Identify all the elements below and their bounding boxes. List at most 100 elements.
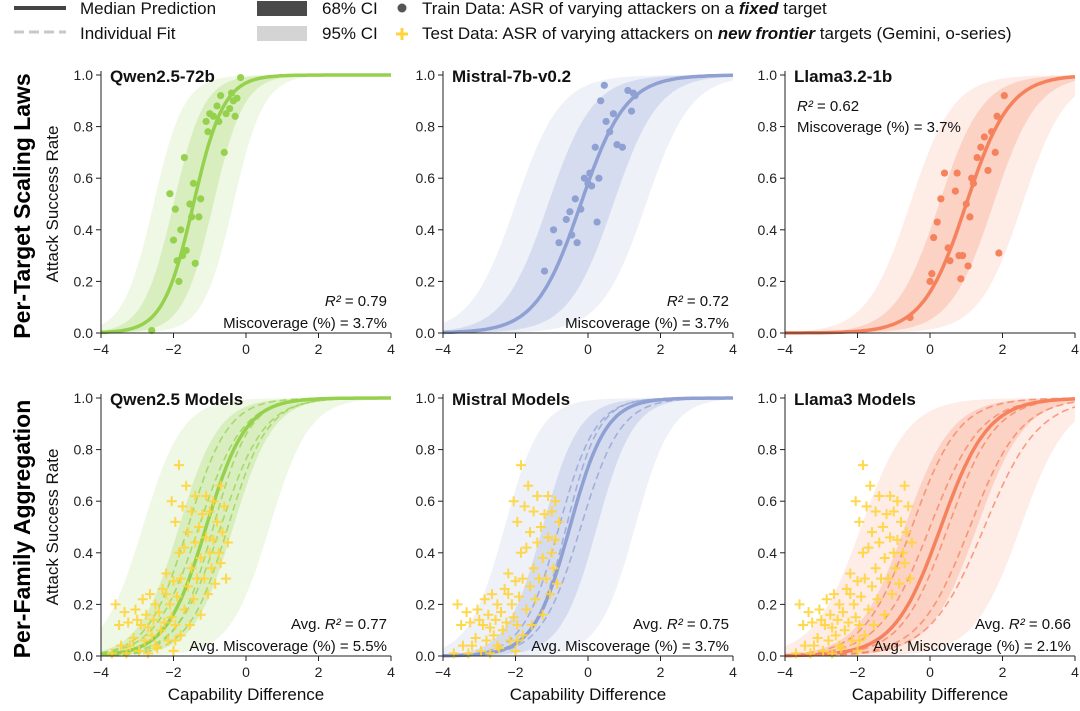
y-tick-label: 0.6 <box>74 170 94 186</box>
x-tick-label: −2 <box>166 664 182 680</box>
test-point <box>859 573 870 584</box>
test-point <box>177 501 188 512</box>
r2-prefix: Avg. <box>633 616 667 633</box>
ci68-band <box>443 75 733 333</box>
test-point <box>135 620 146 631</box>
test-point <box>134 645 145 656</box>
train-point <box>197 195 205 203</box>
test-point <box>885 491 896 502</box>
test-point <box>170 516 181 527</box>
test-point <box>181 480 192 491</box>
test-point <box>125 640 135 651</box>
train-point <box>188 213 196 221</box>
median-prediction-line <box>100 73 391 335</box>
test-point <box>819 620 830 631</box>
test-point <box>221 573 232 584</box>
test-point <box>852 576 863 587</box>
test-point <box>850 496 861 507</box>
test-point <box>166 612 177 623</box>
test-point <box>874 491 885 502</box>
y-tick-label: 0.4 <box>416 545 436 561</box>
y-tick-label: 1.0 <box>74 67 94 83</box>
y-axis-label: Attack Success Rate <box>43 449 62 606</box>
y-tick-label: 0.4 <box>758 222 778 238</box>
median-prediction-line <box>100 396 391 657</box>
x-tick-label: 4 <box>387 341 395 357</box>
test-point <box>899 480 910 491</box>
train-point <box>571 195 579 203</box>
train-point <box>973 153 981 162</box>
x-tick-label: −2 <box>508 341 524 357</box>
test-point <box>541 573 552 584</box>
train-point <box>204 128 212 136</box>
panel-title: Mistral-7b-v0.2 <box>452 67 571 86</box>
test-point <box>202 589 213 600</box>
test-point <box>546 506 557 517</box>
test-point <box>490 614 501 625</box>
train-point <box>568 231 576 239</box>
ci95-band <box>443 75 733 333</box>
test-point <box>161 568 172 579</box>
median-prediction-line <box>785 74 1076 335</box>
test-point <box>879 552 890 563</box>
legend-ci95-label: 95% CI <box>322 24 378 43</box>
ci68-band <box>101 75 391 333</box>
x-tick-label: 0 <box>584 341 592 357</box>
train-point <box>595 174 603 182</box>
test-point <box>877 522 888 532</box>
test-point <box>839 625 850 636</box>
r2-value: = 0.79 <box>341 293 387 310</box>
test-point <box>854 620 865 631</box>
test-point <box>537 552 548 563</box>
train-point <box>182 246 190 255</box>
legend-test-suffix: targets (Gemini, o-series) <box>815 24 1012 43</box>
test-point <box>201 491 212 502</box>
test-point <box>123 617 134 628</box>
r2-value: = 0.77 <box>341 616 387 633</box>
train-point <box>588 182 596 190</box>
train-point <box>933 218 941 226</box>
test-point <box>499 583 510 594</box>
row-label-per-target: Per-Target Scaling Laws <box>9 73 35 338</box>
test-point <box>486 589 497 600</box>
test-point <box>896 516 906 527</box>
train-point <box>189 179 198 187</box>
y-tick-label: 0.0 <box>416 648 436 664</box>
test-point <box>532 491 543 502</box>
test-point <box>184 620 195 631</box>
test-point <box>519 501 530 512</box>
test-point <box>832 614 843 625</box>
test-point <box>496 607 506 618</box>
test-point <box>834 599 845 610</box>
train-point <box>213 102 221 110</box>
test-point <box>532 537 543 548</box>
test-point <box>828 589 839 600</box>
test-point <box>463 648 474 659</box>
test-point <box>173 547 184 558</box>
test-point <box>157 583 168 594</box>
test-point <box>854 516 865 527</box>
panel-title: Qwen2.5 Models <box>110 390 243 409</box>
train-point <box>202 117 210 126</box>
y-tick-label: 0.8 <box>758 442 778 458</box>
test-point <box>155 625 166 636</box>
test-point <box>852 645 863 656</box>
test-point <box>812 632 823 643</box>
test-point <box>461 607 472 618</box>
x-tick-label: −4 <box>93 664 109 680</box>
test-point <box>479 594 490 605</box>
test-point <box>164 599 175 610</box>
panel-title: Qwen2.5-72b <box>110 67 215 86</box>
train-point <box>991 148 999 156</box>
test-point <box>512 516 523 527</box>
test-point <box>168 576 179 587</box>
test-point <box>465 617 476 628</box>
panel-qwen2-5-models: −4 −2 0 2 4 0.0 0.2 0.4 0.6 0.8 1.0 Qwen2.5 Models A… <box>43 390 395 704</box>
test-point <box>872 594 883 605</box>
test-point <box>798 620 809 631</box>
train-point <box>233 94 241 102</box>
y-tick-label: 1.0 <box>74 390 94 406</box>
train-point <box>169 236 178 244</box>
test-point <box>213 547 224 558</box>
test-point <box>830 630 841 641</box>
